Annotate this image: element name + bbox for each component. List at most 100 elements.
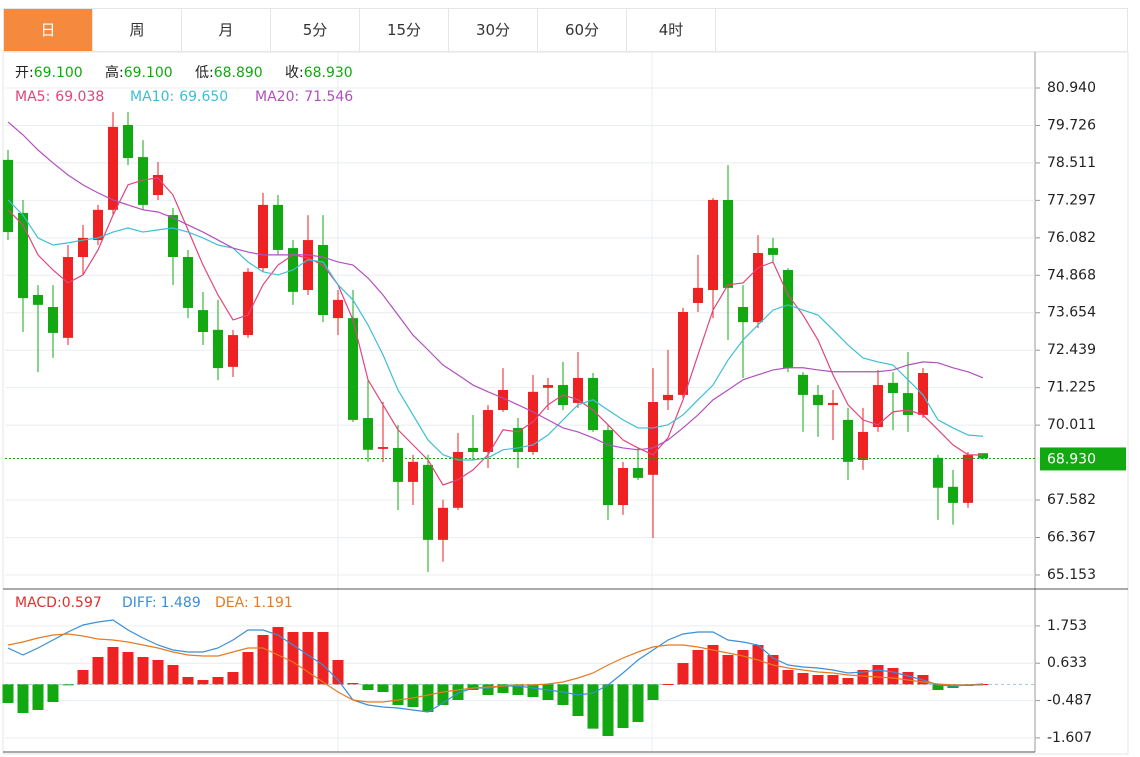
candle-body (348, 318, 358, 420)
macd-bar (677, 663, 689, 685)
candle-body (3, 159, 13, 233)
macd-bar (842, 678, 854, 685)
macd-bar (527, 684, 539, 697)
macd-legend-value: 1.191 (253, 595, 293, 611)
candle-body (438, 507, 448, 540)
period-tab[interactable]: 月 (182, 9, 271, 51)
y-tick-label: 70.011 (1047, 417, 1096, 433)
ma-line (7, 177, 984, 486)
ma-legend-value: 69.650 (179, 89, 228, 105)
candle-body (153, 174, 163, 196)
period-tab[interactable]: 4时 (627, 9, 716, 51)
candle-body (828, 402, 838, 406)
candle-body (93, 209, 103, 241)
macd-legend-label: MACD: (15, 595, 62, 611)
macd-bar (152, 660, 164, 685)
candle-body (78, 237, 88, 258)
macd-bar (422, 684, 434, 712)
y-tick-label: 1.753 (1047, 618, 1087, 634)
y-tick-label: 0.633 (1047, 655, 1087, 671)
candle-body (843, 419, 853, 462)
macd-bar (902, 672, 914, 685)
macd-legend-value: 0.597 (62, 595, 102, 611)
candle-body (693, 287, 703, 303)
macd-legend-value: 1.489 (161, 595, 201, 611)
candle-body (363, 418, 373, 450)
candle-body (213, 329, 223, 369)
macd-bar (602, 684, 614, 736)
ma-line (7, 199, 984, 461)
period-tab[interactable]: 周 (93, 9, 182, 51)
macd-bar (137, 657, 149, 685)
chart-frame (2, 51, 1129, 755)
macd-bar (767, 655, 779, 685)
ma-legend-label: MA5: (15, 89, 50, 105)
macd-bar (167, 665, 179, 685)
macd-bar (437, 684, 449, 705)
candle-body (423, 464, 433, 540)
candle-body (858, 431, 868, 460)
ma-legend-label: MA10: (130, 89, 174, 105)
y-tick-label: 73.654 (1047, 305, 1096, 321)
candle-body (138, 157, 148, 205)
macd-bar (692, 650, 704, 685)
candle-body (813, 394, 823, 406)
macd-bar (557, 684, 569, 705)
y-tick-label: 67.582 (1047, 492, 1096, 508)
quote-label: 收: (285, 65, 304, 81)
macd-bar (77, 670, 89, 685)
y-tick-label: 77.297 (1047, 192, 1096, 208)
period-tab[interactable]: 5分 (271, 9, 360, 51)
candle-body (618, 468, 628, 506)
quote-value: 68.930 (304, 65, 353, 81)
ma-line (7, 121, 984, 451)
y-tick-label: 72.439 (1047, 342, 1096, 358)
period-tab[interactable]: 30分 (449, 9, 538, 51)
macd-bar (122, 652, 134, 685)
period-tab[interactable]: 15分 (360, 9, 449, 51)
y-tick-label: 78.511 (1047, 155, 1096, 171)
candle-body (873, 385, 883, 427)
macd-bar (62, 684, 74, 686)
y-tick-label: -0.487 (1047, 693, 1092, 709)
ma-legend: MA10: 69.650 (130, 89, 228, 105)
macd-bar (857, 670, 869, 685)
macd-bar (182, 677, 194, 685)
macd-bar (272, 627, 284, 685)
candle-body (963, 454, 973, 503)
macd-bar (392, 684, 404, 705)
candle-body (63, 257, 73, 338)
macd-bar (587, 684, 599, 729)
quote: 高:69.100 (105, 64, 173, 81)
ma-legend-value: 71.546 (304, 89, 353, 105)
macd-bar (737, 650, 749, 685)
macd-legend: DEA: 1.191 (215, 595, 293, 611)
candle-body (198, 310, 208, 332)
y-tick-label: 80.940 (1047, 80, 1096, 96)
macd-bar (707, 645, 719, 685)
quote-label: 高: (105, 64, 124, 81)
period-tab[interactable]: 60分 (538, 9, 627, 51)
candle-body (663, 394, 673, 401)
ma-legend: MA20: 71.546 (255, 89, 353, 105)
candle-body (603, 430, 613, 506)
y-tick-label: 66.367 (1047, 530, 1096, 546)
macd-bar (377, 684, 389, 692)
macd-bar (317, 632, 329, 685)
macd-legend-label: DIFF: (122, 595, 157, 611)
candle-body (738, 307, 748, 323)
macd-bar (722, 655, 734, 685)
y-tick-label: 79.726 (1047, 117, 1096, 133)
candle-body (183, 257, 193, 308)
candle-body (258, 204, 268, 269)
macd-bar (347, 683, 359, 685)
candle-body (798, 374, 808, 395)
candle-body (888, 382, 898, 394)
macd-bar (662, 684, 674, 685)
macd-bar (287, 632, 299, 685)
candle-body (108, 126, 118, 210)
period-tab[interactable]: 日 (4, 9, 93, 51)
candle-body (48, 307, 58, 333)
macd-bar (227, 672, 239, 685)
macd-bar (572, 684, 584, 716)
